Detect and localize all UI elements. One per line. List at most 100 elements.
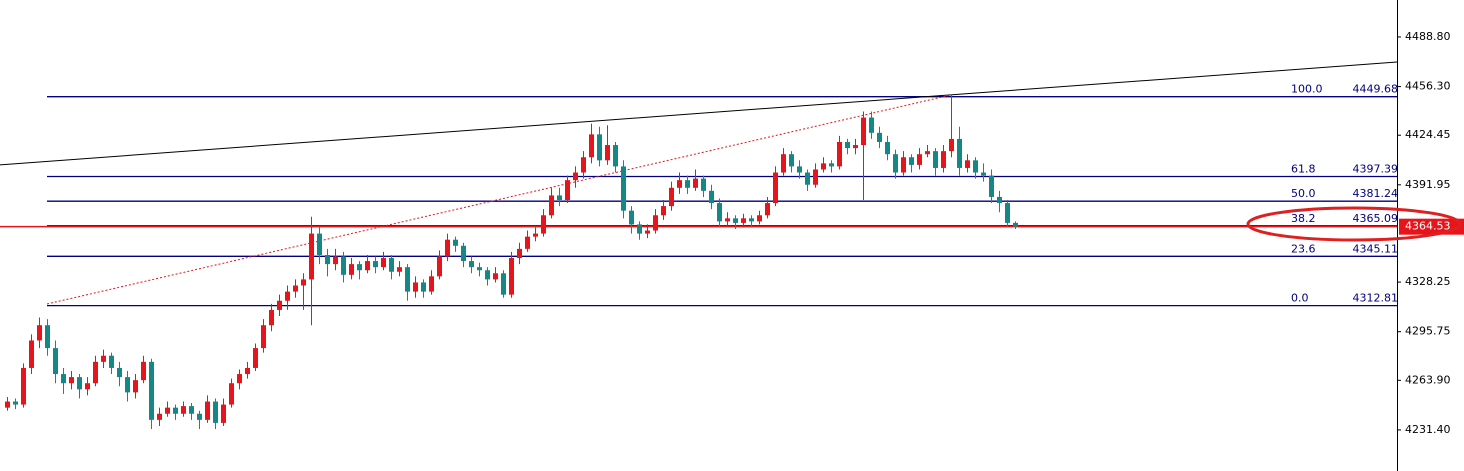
y-tick-label: 4456.30 bbox=[1405, 80, 1451, 93]
fib-price-label: 4397.39 bbox=[1353, 163, 1399, 176]
candle-body bbox=[605, 145, 610, 161]
candle-body bbox=[341, 256, 346, 275]
fib-price-label: 4312.81 bbox=[1353, 292, 1399, 305]
candle-body bbox=[517, 248, 522, 259]
candle-body bbox=[181, 406, 186, 414]
candle-body bbox=[869, 117, 874, 133]
candle-body bbox=[981, 172, 986, 176]
candle-body bbox=[437, 256, 442, 277]
candle-body bbox=[77, 377, 82, 390]
fib-price-label: 4449.68 bbox=[1353, 83, 1399, 96]
candle-body bbox=[541, 215, 546, 234]
candle-body bbox=[269, 309, 274, 326]
candle-body bbox=[381, 258, 386, 268]
candle-body bbox=[701, 178, 706, 191]
candle-body bbox=[893, 154, 898, 173]
candle-body bbox=[373, 261, 378, 268]
candle-body bbox=[957, 138, 962, 168]
candle-body bbox=[413, 282, 418, 292]
candle-body bbox=[885, 141, 890, 155]
candle-body bbox=[805, 172, 810, 185]
y-tick-label: 4328.25 bbox=[1405, 275, 1451, 288]
trend-line bbox=[0, 61, 1398, 166]
candle-body bbox=[733, 218, 738, 223]
candle-body bbox=[621, 166, 626, 211]
candle-body bbox=[589, 134, 594, 158]
candle-body bbox=[637, 224, 642, 234]
candle-body bbox=[597, 134, 602, 161]
candle-body bbox=[445, 239, 450, 257]
candle-body bbox=[813, 169, 818, 185]
candle-body bbox=[901, 157, 906, 173]
candle-body bbox=[157, 413, 162, 420]
candle-body bbox=[205, 401, 210, 420]
candle-body bbox=[45, 325, 50, 349]
candle-body bbox=[765, 203, 770, 216]
candle-body bbox=[61, 374, 66, 384]
candle-body bbox=[1013, 222, 1018, 227]
y-tick-label: 4424.45 bbox=[1405, 128, 1451, 141]
candle-body bbox=[21, 367, 26, 405]
candle-body bbox=[797, 166, 802, 173]
fib-level-label: 23.6 bbox=[1291, 242, 1316, 255]
candle-body bbox=[213, 401, 218, 423]
candle-body bbox=[429, 276, 434, 292]
last-price-label: 4364.53 bbox=[1405, 220, 1451, 233]
fib-price-label: 4365.09 bbox=[1353, 212, 1399, 225]
candle-body bbox=[493, 273, 498, 280]
candle-body bbox=[117, 367, 122, 378]
y-tick-label: 4488.80 bbox=[1405, 30, 1451, 43]
candle-body bbox=[5, 401, 10, 408]
y-tick-label: 4263.90 bbox=[1405, 373, 1451, 386]
candle-body bbox=[261, 325, 266, 349]
candle-body bbox=[613, 145, 618, 167]
candle-body bbox=[317, 233, 322, 255]
candle-body bbox=[565, 180, 570, 201]
candle-body bbox=[669, 187, 674, 207]
candle-body bbox=[861, 117, 866, 146]
candle-body bbox=[189, 406, 194, 414]
candle-body bbox=[477, 267, 482, 271]
fib-level-label: 61.8 bbox=[1291, 163, 1316, 176]
candle-body bbox=[397, 267, 402, 272]
candle-body bbox=[277, 300, 282, 310]
candle-body bbox=[85, 383, 90, 390]
candle-body bbox=[677, 180, 682, 188]
candle-body bbox=[845, 141, 850, 149]
candle-body bbox=[725, 218, 730, 222]
candle-body bbox=[245, 367, 250, 375]
candle-body bbox=[629, 210, 634, 225]
candle-body bbox=[237, 374, 242, 384]
candle-body bbox=[165, 407, 170, 414]
candle-body bbox=[309, 233, 314, 280]
y-tick-label: 4295.75 bbox=[1405, 325, 1451, 338]
candle-body bbox=[501, 273, 506, 295]
candle-body bbox=[557, 195, 562, 201]
candle-body bbox=[93, 361, 98, 384]
candle-body bbox=[997, 196, 1002, 204]
candle-body bbox=[301, 279, 306, 286]
y-tick-label: 4391.95 bbox=[1405, 178, 1451, 191]
fib-level-label: 50.0 bbox=[1291, 187, 1316, 200]
candle-body bbox=[941, 151, 946, 168]
candle-body bbox=[421, 282, 426, 292]
fib-level-label: 100.0 bbox=[1291, 83, 1323, 96]
candle-body bbox=[749, 218, 754, 222]
candle-body bbox=[149, 361, 154, 420]
candle-body bbox=[357, 264, 362, 271]
candle-body bbox=[29, 340, 34, 368]
candle-body bbox=[685, 180, 690, 188]
candle-body bbox=[125, 377, 130, 393]
candle-body bbox=[349, 264, 354, 275]
candle-body bbox=[173, 407, 178, 414]
candle-body bbox=[549, 195, 554, 216]
candle-body bbox=[581, 157, 586, 173]
y-tick-label: 4231.40 bbox=[1405, 423, 1451, 436]
candle-body bbox=[109, 355, 114, 368]
candle-body bbox=[133, 380, 138, 393]
candle-body bbox=[877, 132, 882, 142]
candle-body bbox=[101, 355, 106, 362]
highlight-ellipse bbox=[1246, 206, 1462, 242]
candle-body bbox=[509, 258, 514, 295]
